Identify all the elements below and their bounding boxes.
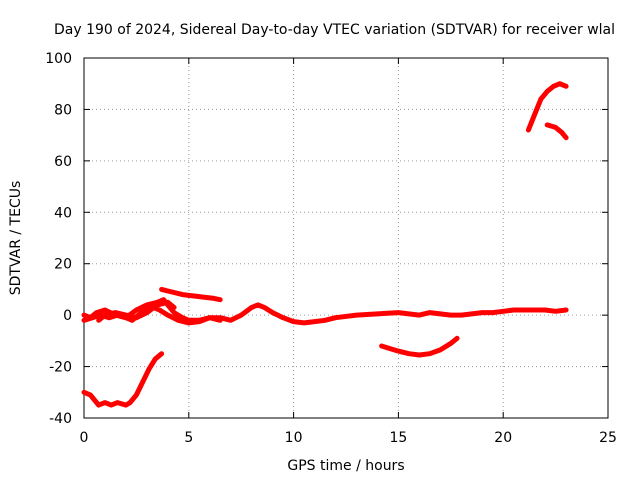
x-tick-label: 25 (599, 430, 617, 446)
series-line-arc-8 (544, 122, 569, 141)
x-axis: 0 5 10 15 20 25 (80, 58, 617, 446)
x-tick-label: 20 (494, 430, 512, 446)
chart-title: Day 190 of 2024, Sidereal Day-to-day VTE… (54, 22, 615, 38)
y-tick-label: 0 (63, 308, 72, 324)
x-axis-label: GPS time / hours (287, 458, 404, 474)
y-tick-label: 20 (54, 257, 72, 273)
x-tick-label: 5 (184, 430, 193, 446)
y-tick-label: 100 (45, 51, 72, 67)
plot-frame (83, 57, 609, 419)
series-line-arc-7 (525, 81, 569, 133)
y-axis-label: SDTVAR / TECUs (8, 181, 24, 296)
series-line-arc-1 (81, 297, 569, 326)
y-tick-label: 60 (54, 154, 72, 170)
y-tick-label: -40 (49, 411, 72, 427)
series-line-arc-5 (81, 351, 165, 408)
y-tick-label: 80 (54, 102, 72, 118)
x-tick-label: 10 (285, 430, 303, 446)
series-line-arc-6 (379, 335, 460, 358)
series-line-arc-4 (159, 286, 223, 303)
series-line-arc-3 (96, 299, 177, 323)
y-axis: -40 -20 0 20 40 60 80 100 (45, 51, 608, 427)
y-tick-label: -20 (49, 360, 72, 376)
x-tick-label: 15 (389, 430, 407, 446)
grid-lines (84, 58, 608, 418)
y-tick-label: 40 (54, 205, 72, 221)
data-series (81, 81, 569, 408)
x-tick-label: 0 (80, 430, 89, 446)
